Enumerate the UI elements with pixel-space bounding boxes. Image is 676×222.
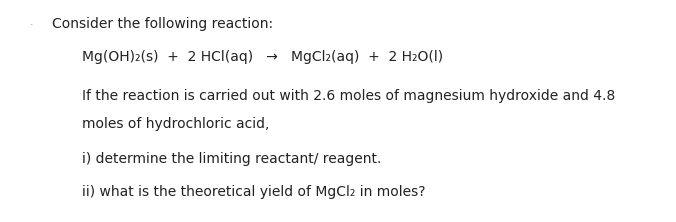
Text: .: . [30,17,34,27]
Text: ii) what is the theoretical yield of MgCl₂ in moles?: ii) what is the theoretical yield of MgC… [82,185,425,199]
Text: Mg(OH)₂(s)  +  2 HCl(aq)   →   MgCl₂(aq)  +  2 H₂O(l): Mg(OH)₂(s) + 2 HCl(aq) → MgCl₂(aq) + 2 H… [82,50,443,64]
Text: i) determine the limiting reactant/ reagent.: i) determine the limiting reactant/ reag… [82,152,381,166]
Text: Consider the following reaction:: Consider the following reaction: [52,17,273,31]
Text: If the reaction is carried out with 2.6 moles of magnesium hydroxide and 4.8: If the reaction is carried out with 2.6 … [82,89,615,103]
Text: moles of hydrochloric acid,: moles of hydrochloric acid, [82,117,269,131]
